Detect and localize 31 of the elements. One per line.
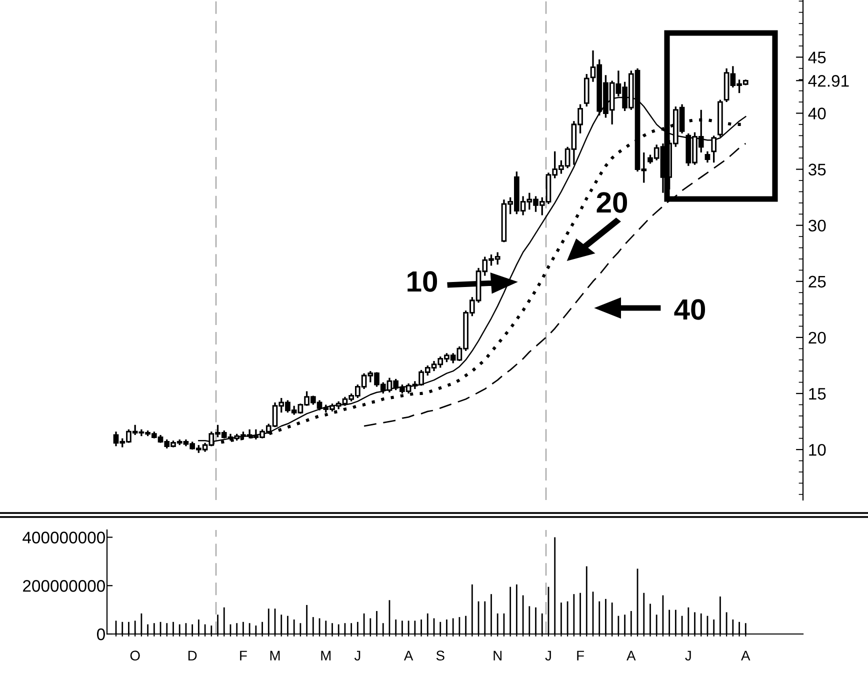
annotation: 40 [674, 299, 706, 320]
x-tick-label: N [494, 650, 502, 660]
y-tick-label: 42.91 [808, 75, 849, 87]
y-tick-label: 20 [808, 332, 826, 344]
x-tick-label: A [626, 650, 636, 660]
y-tick-label: 40 [808, 108, 826, 120]
y-tick-label: 30 [808, 220, 826, 232]
x-tick-label: M [321, 650, 331, 660]
x-tick-label: A [404, 650, 414, 660]
x-tick-label: F [240, 650, 247, 660]
y-tick-label: 15 [809, 388, 826, 400]
y-tick-label: 400000000 [22, 532, 105, 544]
y-tick-label: 0 [96, 628, 105, 640]
x-tick-label: O [130, 650, 140, 661]
y-tick-label: 45 [808, 52, 826, 64]
annotation: 20 [596, 192, 628, 213]
x-tick-label: J [545, 650, 551, 661]
y-tick-label: 25 [808, 276, 826, 288]
candlestick [704, 150, 710, 164]
y-tick-label: 200000000 [23, 580, 105, 592]
annotation: 10 [408, 271, 438, 292]
x-tick-label: M [270, 650, 280, 660]
candlestick [711, 134, 717, 164]
x-tick-label: J [685, 650, 691, 661]
x-tick-label: D [188, 650, 197, 660]
x-tick-label: J [354, 650, 360, 661]
y-tick-label: 10 [809, 444, 826, 456]
x-tick-label: S [436, 650, 444, 661]
x-tick-label: A [741, 650, 750, 660]
x-tick-label: F [577, 650, 584, 660]
y-tick-label: 35 [808, 164, 826, 176]
